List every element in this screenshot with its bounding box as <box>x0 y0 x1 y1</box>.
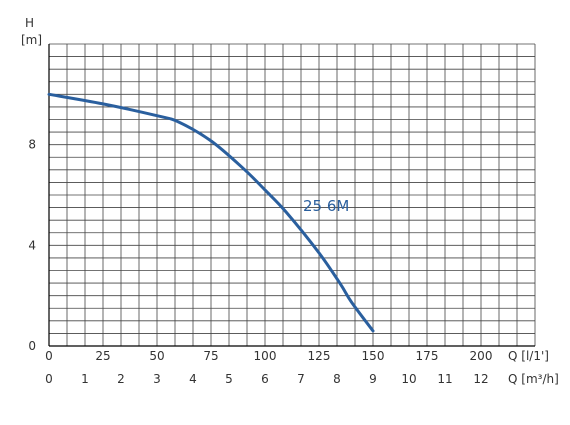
x-tick-label-primary: 200 <box>470 349 493 363</box>
pump-curve-line <box>47 92 375 333</box>
x-tick-label-primary: 175 <box>416 349 439 363</box>
x-tick-label-secondary: 6 <box>261 372 269 386</box>
chart-grid <box>48 43 536 347</box>
x-tick-label-secondary: 9 <box>369 372 377 386</box>
x-tick-label-primary: 125 <box>308 349 331 363</box>
x-tick-label-primary: 50 <box>149 349 164 363</box>
x-tick-label-secondary: 4 <box>189 372 197 386</box>
x-axis-title-secondary: Q [m³/h] <box>508 372 559 386</box>
x-tick-label-secondary: 10 <box>401 372 416 386</box>
y-axis-unit: [m] <box>21 33 42 47</box>
y-tick-label: 8 <box>28 138 36 152</box>
x-tick-label-primary: 150 <box>362 349 385 363</box>
x-tick-label-primary: 100 <box>254 349 277 363</box>
x-tick-label-secondary: 7 <box>297 372 305 386</box>
x-tick-label-secondary: 8 <box>333 372 341 386</box>
x-tick-label-secondary: 0 <box>45 372 53 386</box>
curve-layer: 25 6M <box>47 92 375 333</box>
curve-series-label: 25 6M <box>303 197 349 215</box>
y-tick-label: 4 <box>28 238 36 252</box>
x-tick-label-secondary: 2 <box>117 372 125 386</box>
x-axis-title-primary: Q [l/1'] <box>508 349 549 363</box>
x-tick-label-secondary: 11 <box>437 372 452 386</box>
x-tick-label-secondary: 12 <box>473 372 488 386</box>
y-tick-label: 0 <box>28 339 36 353</box>
x-tick-label-secondary: 3 <box>153 372 161 386</box>
y-axis-title: H <box>25 16 34 30</box>
x-tick-label-secondary: 1 <box>81 372 89 386</box>
x-tick-label-primary: 25 <box>95 349 110 363</box>
x-tick-label-primary: 75 <box>203 349 218 363</box>
x-tick-label-secondary: 5 <box>225 372 233 386</box>
x-tick-label-primary: 0 <box>45 349 53 363</box>
